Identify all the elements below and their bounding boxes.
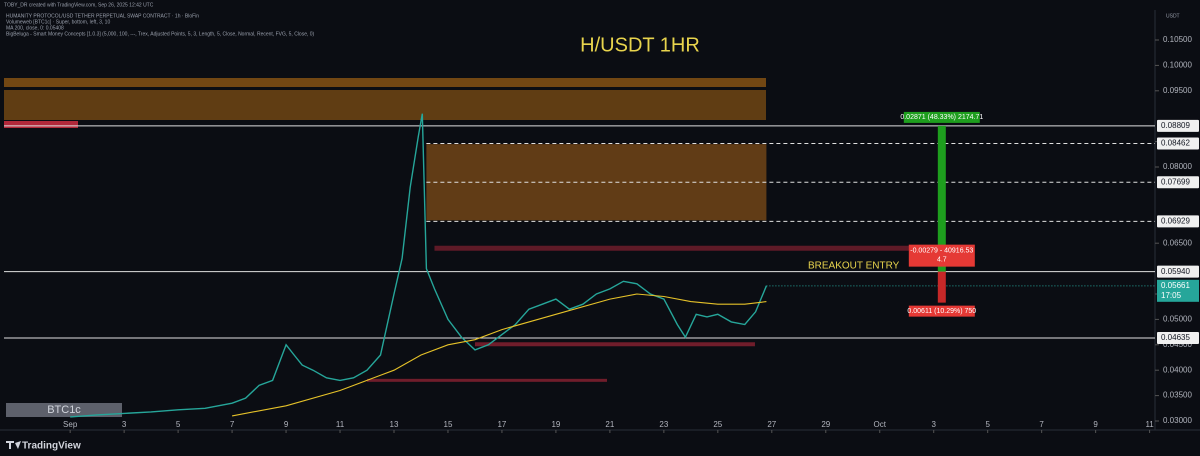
x-tick-label: 11 (1145, 420, 1154, 429)
supply-zone (4, 90, 766, 120)
legend-line: Volumeweb [BTC1c] · Super, bottom, left,… (6, 19, 110, 25)
current-price-label: 0.05661 (1161, 281, 1190, 290)
x-tick-label: Sep (63, 420, 78, 429)
x-tick-label: 23 (659, 420, 668, 429)
level-label-bg (1157, 215, 1199, 228)
y-tick-label: 0.05000 (1163, 315, 1192, 324)
x-tick-label: 19 (551, 420, 560, 429)
y-tick-label: 0.10500 (1163, 35, 1192, 44)
brand-logo (6, 441, 21, 449)
x-tick-label: 25 (713, 420, 722, 429)
price-line (70, 113, 768, 418)
header: TOBY_DR created with TradingView.com, Se… (4, 2, 154, 8)
target-label: 0.02871 (48.33%) 2174.71 (900, 114, 983, 121)
y-tick-label: 0.04000 (1163, 365, 1192, 374)
x-tick-label: 29 (821, 420, 830, 429)
watermark: BTC1c (47, 404, 81, 416)
demand-zone (434, 245, 935, 251)
entry-label: -0.00279 - 40916.53 (910, 247, 973, 254)
level-label-bg (1157, 176, 1199, 189)
level-label-bg (1157, 331, 1199, 344)
y-tick-label: 0.03500 (1163, 391, 1192, 400)
x-tick-label: 7 (1039, 420, 1044, 429)
supply-zone (4, 121, 78, 128)
watermark-bg (6, 403, 122, 417)
legend-line: HUMANITY PROTOCOL/USD TETHER PERPETUAL S… (6, 13, 199, 19)
target-label-bg (903, 111, 980, 123)
y-tick-label: 0.03000 (1163, 416, 1192, 425)
ratio-label: 4.7 (937, 256, 947, 263)
level-label: 0.06929 (1161, 217, 1190, 226)
x-tick-label: 3 (931, 420, 936, 429)
level-label: 0.08462 (1161, 139, 1190, 148)
entry-label-bg (908, 244, 975, 267)
level-label-bg (1157, 119, 1199, 132)
x-tick-label: 17 (497, 420, 506, 429)
annotation: BREAKOUT ENTRY (808, 260, 900, 271)
y-tick-label: 0.09500 (1163, 86, 1192, 95)
level-label-bg (1157, 137, 1199, 150)
level-label: 0.07699 (1161, 177, 1190, 186)
target-bar (937, 125, 946, 272)
x-tick-label: 7 (230, 420, 235, 429)
brand: TradingView (22, 441, 81, 452)
x-tick-label: 27 (767, 420, 776, 429)
stop-bar (937, 271, 946, 303)
x-tick-label: 9 (1093, 420, 1098, 429)
countdown: 17:05 (1161, 291, 1182, 300)
legend-line: MA 200, close, 0: 0.05408 (6, 25, 64, 31)
stop-label-bg (908, 305, 975, 317)
y-tick-label: 0.06500 (1163, 238, 1192, 247)
currency: USDT (1166, 13, 1180, 19)
level-label: 0.04635 (1161, 333, 1190, 342)
price-line (231, 293, 767, 417)
legend-line: BigBeluga - Smart Money Concepts [1.0.3]… (6, 31, 315, 37)
y-tick-label: 0.10000 (1163, 61, 1192, 70)
x-tick-label: 5 (176, 420, 181, 429)
x-tick-label: 11 (336, 420, 345, 429)
level-label: 0.08809 (1161, 121, 1190, 130)
level-label-bg (1157, 265, 1199, 278)
y-tick-label: 0.08000 (1163, 162, 1192, 171)
x-tick-label: 15 (444, 420, 453, 429)
chart-title: H/USDT 1HR (580, 34, 700, 56)
x-tick-label: 3 (122, 420, 127, 429)
demand-zone (367, 378, 608, 382)
supply-zone (4, 78, 766, 87)
x-tick-label: 13 (390, 420, 399, 429)
x-tick-label: 5 (985, 420, 990, 429)
x-tick-label: Oct (874, 420, 887, 429)
x-tick-label: 21 (605, 420, 614, 429)
level-label: 0.05940 (1161, 267, 1190, 276)
x-tick-label: 9 (284, 420, 289, 429)
y-tick-label: 0.04500 (1163, 340, 1192, 349)
stop-label: 0.00611 (10.29%) 750 (907, 308, 976, 315)
demand-zone (474, 342, 755, 347)
current-price-bg (1157, 279, 1199, 302)
